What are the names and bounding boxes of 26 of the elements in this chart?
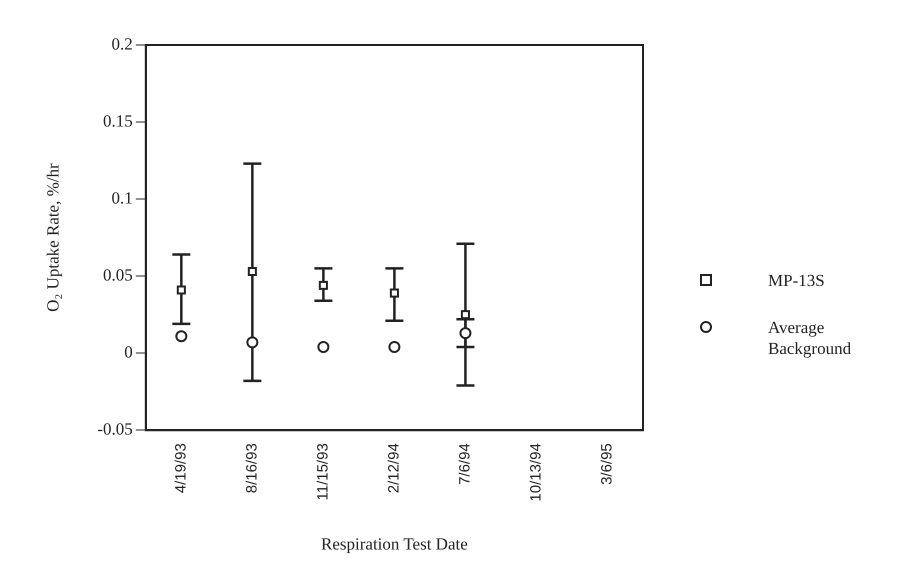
point [317,341,330,354]
y-tick-label: 0 [124,342,133,362]
x-tick-label: 3/6/95 [598,443,616,485]
y-axis-title: O₂ Uptake Rate, %/hr [44,163,63,312]
point [175,330,188,342]
y-tick-label: 0.15 [103,112,133,131]
point [318,280,328,290]
text: Average Background [768,317,852,359]
y-tick-label: 0.1 [112,188,133,208]
x-axis-title: Respiration Test Date [321,534,468,554]
x-tick-label: 11/15/93 [314,443,332,500]
point [176,285,186,295]
point [459,327,472,340]
y-tick-label: -0.05 [97,420,133,439]
point [388,341,400,354]
x-tick-label: 2/12/94 [386,443,403,494]
x-tick-label: 7/6/94 [456,443,474,485]
y-tick-label: 0.05 [103,266,133,285]
x-tick-label: 4/19/93 [172,443,190,494]
point [246,336,258,348]
point [390,288,399,298]
text: MP-13S [768,270,825,291]
y-tick-label: 0.2 [112,34,133,54]
x-tick-label: 8/16/93 [243,443,260,494]
x-tick-label: 10/13/94 [528,443,545,502]
point [248,266,257,276]
